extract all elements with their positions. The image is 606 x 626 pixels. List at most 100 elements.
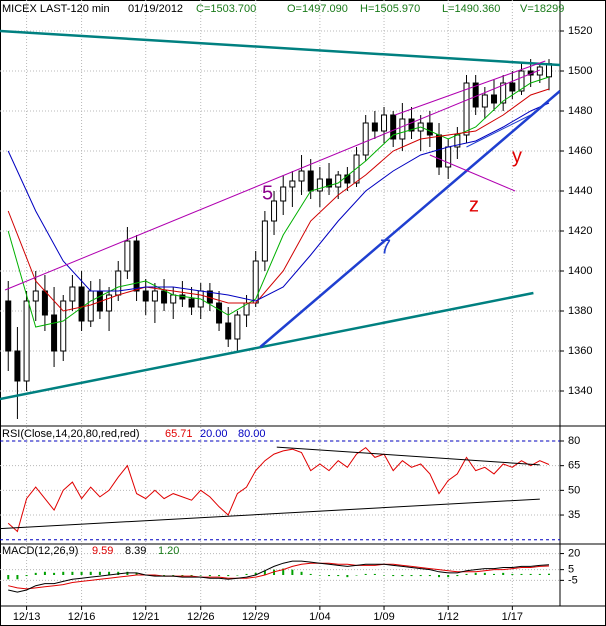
candle-body bbox=[399, 118, 406, 140]
histogram-bar bbox=[346, 575, 349, 578]
symbol: MICEX LAST-120 min bbox=[2, 3, 110, 15]
y-tick-label: 1440 bbox=[568, 185, 592, 197]
histogram-bar bbox=[511, 573, 514, 575]
histogram-bar bbox=[392, 575, 395, 577]
annotation: y bbox=[512, 145, 522, 167]
histogram-bar bbox=[474, 572, 477, 575]
y-tick-label: 1420 bbox=[568, 225, 592, 237]
trendline bbox=[4, 69, 541, 291]
moving-average bbox=[7, 76, 550, 328]
signal-value: 8.39 bbox=[125, 545, 146, 557]
candle-body bbox=[87, 290, 94, 322]
histogram-value: 1.20 bbox=[158, 545, 179, 557]
candle-body bbox=[509, 82, 516, 92]
histogram-bar bbox=[548, 573, 551, 575]
candle-body bbox=[170, 294, 177, 304]
histogram-bar bbox=[401, 575, 404, 577]
y-tick-label: 1500 bbox=[568, 65, 592, 77]
histogram-bar bbox=[410, 575, 413, 577]
rsi-lower: 20.00 bbox=[200, 428, 228, 440]
candle-body bbox=[491, 94, 498, 104]
trendline bbox=[0, 291, 534, 401]
histogram-bar bbox=[456, 575, 459, 577]
x-tick-label: 12/21 bbox=[132, 611, 160, 623]
y-tick-label: 65 bbox=[568, 460, 580, 472]
trendline bbox=[0, 29, 560, 67]
candle-body bbox=[51, 314, 58, 352]
y-tick-label: 50 bbox=[568, 484, 580, 496]
candle-body bbox=[106, 294, 113, 312]
y-tick-label: 80 bbox=[568, 435, 580, 447]
histogram-bar bbox=[80, 571, 83, 575]
candle-body bbox=[133, 240, 140, 292]
histogram-bar bbox=[135, 572, 138, 575]
candle-body bbox=[234, 314, 241, 340]
candle-body bbox=[436, 134, 443, 168]
histogram-bar bbox=[291, 569, 294, 575]
candle-body bbox=[261, 220, 268, 262]
histogram-bar bbox=[7, 575, 10, 580]
candle-body bbox=[161, 290, 168, 304]
histogram-bar bbox=[208, 575, 211, 577]
candle-body bbox=[69, 286, 76, 302]
trendline bbox=[429, 154, 516, 192]
histogram-bar bbox=[438, 575, 441, 578]
histogram-bar bbox=[428, 575, 431, 577]
histogram-bar bbox=[318, 575, 321, 576]
annotation: z bbox=[469, 194, 479, 216]
candle-body bbox=[518, 70, 525, 92]
histogram-bar bbox=[300, 571, 303, 575]
candle-body bbox=[500, 82, 507, 104]
x-tick-label: 1/12 bbox=[437, 611, 458, 623]
candle-body bbox=[353, 154, 360, 184]
trendline bbox=[276, 446, 540, 466]
y-tick-label: 1480 bbox=[568, 105, 592, 117]
signal-line bbox=[8, 562, 550, 590]
histogram-bar bbox=[483, 572, 486, 575]
histogram-bar bbox=[502, 572, 505, 575]
candle-body bbox=[5, 300, 12, 352]
y-tick-label: 1360 bbox=[568, 345, 592, 357]
annotation: 7 bbox=[380, 236, 391, 258]
histogram-bar bbox=[245, 573, 248, 575]
volume-value: V=18299 bbox=[520, 3, 564, 15]
histogram-bar bbox=[373, 573, 376, 575]
rsi-line bbox=[7, 446, 550, 533]
low-value: L=1490.360 bbox=[442, 3, 500, 15]
histogram-bar bbox=[355, 575, 358, 576]
candle-body bbox=[280, 186, 287, 202]
candle-body bbox=[60, 300, 67, 352]
macd-value: 9.59 bbox=[92, 545, 113, 557]
close-value: C=1503.700 bbox=[196, 3, 256, 15]
candle-body bbox=[188, 298, 195, 308]
high-value: H=1505.970 bbox=[360, 3, 420, 15]
candle-body bbox=[298, 170, 305, 182]
candle-body bbox=[307, 170, 314, 192]
histogram-bar bbox=[538, 573, 541, 575]
histogram-bar bbox=[493, 573, 496, 575]
histogram-bar bbox=[34, 572, 37, 575]
candle-body bbox=[289, 180, 296, 188]
rsi-value: 65.71 bbox=[165, 428, 193, 440]
x-tick-label: 12/13 bbox=[13, 611, 41, 623]
y-tick-label: 20 bbox=[568, 547, 580, 559]
candle-body bbox=[426, 122, 433, 136]
histogram-bar bbox=[98, 571, 101, 575]
y-tick-label: 5 bbox=[568, 564, 574, 576]
candle-body bbox=[326, 178, 333, 188]
moving-average bbox=[7, 102, 550, 302]
open-value: O=1497.090 bbox=[287, 3, 348, 15]
histogram-bar bbox=[89, 571, 92, 575]
x-tick-label: 1/04 bbox=[309, 611, 330, 623]
histogram-bar bbox=[43, 571, 46, 575]
histogram-bar bbox=[62, 571, 65, 575]
histogram-bar bbox=[153, 575, 156, 577]
histogram-bar bbox=[172, 575, 175, 576]
histogram-bar bbox=[53, 572, 56, 575]
candle-body bbox=[362, 122, 369, 156]
annotation: 5 bbox=[262, 182, 273, 204]
trendline bbox=[466, 114, 531, 148]
histogram-bar bbox=[236, 575, 239, 576]
